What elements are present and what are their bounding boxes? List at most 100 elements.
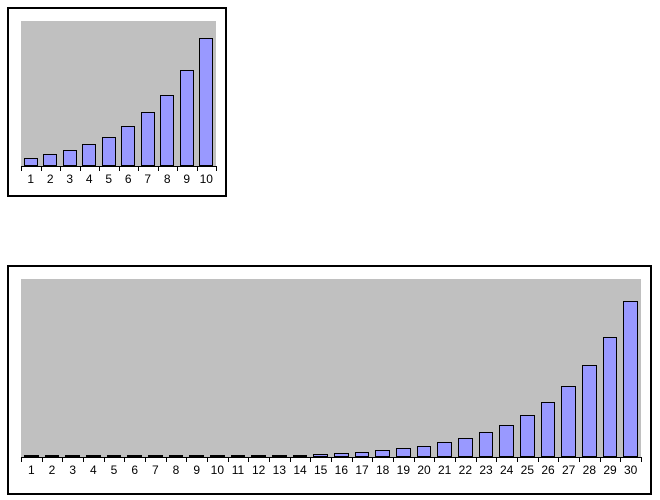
tick — [579, 457, 580, 462]
bar — [375, 450, 389, 457]
tick — [124, 457, 125, 462]
x-axis-label: 30 — [624, 463, 637, 477]
x-axis-label: 23 — [479, 463, 492, 477]
x-axis-label: 1 — [27, 172, 34, 186]
x-axis-label: 16 — [335, 463, 348, 477]
x-axis-label: 11 — [232, 463, 244, 477]
bar — [541, 402, 555, 457]
x-axis-label: 15 — [314, 463, 327, 477]
tick — [476, 457, 477, 462]
bar — [396, 448, 410, 457]
bar — [437, 442, 451, 457]
bar — [121, 126, 135, 166]
bar — [199, 38, 213, 166]
bar — [458, 438, 472, 457]
tick — [228, 457, 229, 462]
tick — [414, 457, 415, 462]
bar — [603, 337, 617, 457]
x-axis-label: 28 — [583, 463, 596, 477]
x-axis-label: 2 — [49, 463, 56, 477]
tick — [158, 166, 159, 171]
bar — [82, 144, 96, 166]
tick — [517, 457, 518, 462]
bar — [180, 70, 194, 166]
tick — [197, 166, 198, 171]
bar — [561, 386, 575, 457]
tick — [538, 457, 539, 462]
x-axis-label: 6 — [125, 172, 132, 186]
bar — [102, 137, 116, 166]
x-axis-label: 17 — [355, 463, 368, 477]
bar — [63, 150, 77, 166]
tick — [119, 166, 120, 171]
tick — [641, 457, 642, 462]
x-axis-label: 14 — [293, 463, 306, 477]
x-axis-label: 10 — [200, 172, 213, 186]
tick — [99, 166, 100, 171]
tick — [166, 457, 167, 462]
x-axis-label: 7 — [144, 172, 151, 186]
tick — [393, 457, 394, 462]
x-axis-label: 1 — [28, 463, 35, 477]
x-axis-label: 3 — [66, 172, 73, 186]
tick — [248, 457, 249, 462]
tick — [620, 457, 621, 462]
bar — [479, 432, 493, 457]
tick — [331, 457, 332, 462]
tick — [60, 166, 61, 171]
x-axis-label: 8 — [164, 172, 171, 186]
x-axis-label: 4 — [90, 463, 97, 477]
tick — [558, 457, 559, 462]
tick — [372, 457, 373, 462]
x-axis-label: 12 — [252, 463, 265, 477]
bar — [141, 112, 155, 166]
tick — [600, 457, 601, 462]
x-axis: 12345678910 — [21, 166, 216, 196]
x-axis-label: 2 — [47, 172, 54, 186]
bar — [499, 425, 513, 457]
x-axis-label: 26 — [541, 463, 554, 477]
x-axis-label: 10 — [211, 463, 224, 477]
chart-frame-2: 1234567891011121314151617181920212223242… — [7, 265, 652, 495]
tick — [310, 457, 311, 462]
x-axis-label: 13 — [273, 463, 286, 477]
tick — [216, 166, 217, 171]
chart-frame-1: 12345678910 — [7, 7, 227, 197]
bar — [160, 95, 174, 166]
tick — [41, 166, 42, 171]
tick — [145, 457, 146, 462]
x-axis-label: 19 — [397, 463, 410, 477]
plot-area — [21, 279, 641, 458]
x-axis-label: 18 — [376, 463, 389, 477]
tick — [496, 457, 497, 462]
tick — [434, 457, 435, 462]
tick — [455, 457, 456, 462]
x-axis-label: 20 — [417, 463, 430, 477]
tick — [104, 457, 105, 462]
tick — [186, 457, 187, 462]
x-axis-label: 8 — [173, 463, 180, 477]
x-axis-label: 5 — [105, 172, 112, 186]
bar — [520, 415, 534, 457]
x-axis: 1234567891011121314151617181920212223242… — [21, 457, 641, 487]
tick — [62, 457, 63, 462]
x-axis-label: 24 — [500, 463, 513, 477]
tick — [269, 457, 270, 462]
x-axis-label: 6 — [131, 463, 138, 477]
tick — [21, 166, 22, 171]
bar — [623, 301, 637, 457]
tick — [42, 457, 43, 462]
x-axis-label: 7 — [152, 463, 159, 477]
x-axis-label: 5 — [111, 463, 118, 477]
x-axis-label: 29 — [603, 463, 616, 477]
tick — [138, 166, 139, 171]
tick — [80, 166, 81, 171]
x-axis-label: 3 — [69, 463, 76, 477]
x-axis-label: 21 — [438, 463, 451, 477]
x-axis-label: 27 — [562, 463, 575, 477]
x-axis-label: 9 — [183, 172, 190, 186]
bar — [582, 365, 596, 457]
bar — [43, 154, 57, 166]
tick — [207, 457, 208, 462]
plot-area — [21, 21, 216, 167]
